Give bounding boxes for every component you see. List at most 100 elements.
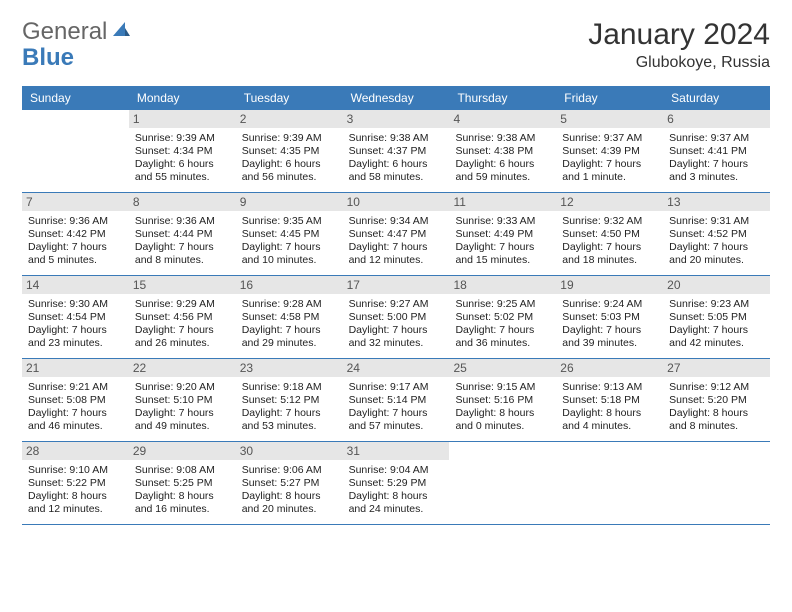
- sunrise-text: Sunrise: 9:38 AM: [349, 132, 444, 145]
- daylight-text: Daylight: 7 hours and 32 minutes.: [349, 324, 444, 350]
- dayhead-sun: Sunday: [22, 86, 129, 110]
- sunset-text: Sunset: 5:05 PM: [669, 311, 764, 324]
- day-cell: 24Sunrise: 9:17 AMSunset: 5:14 PMDayligh…: [343, 359, 450, 441]
- day-cell: 13Sunrise: 9:31 AMSunset: 4:52 PMDayligh…: [663, 193, 770, 275]
- sunset-text: Sunset: 5:00 PM: [349, 311, 444, 324]
- day-number: 21: [22, 359, 129, 377]
- dayhead-fri: Friday: [556, 86, 663, 110]
- daylight-text: Daylight: 6 hours and 59 minutes.: [455, 158, 550, 184]
- daylight-text: Daylight: 7 hours and 5 minutes.: [28, 241, 123, 267]
- day-cell: 4Sunrise: 9:38 AMSunset: 4:38 PMDaylight…: [449, 110, 556, 192]
- calendar: Sunday Monday Tuesday Wednesday Thursday…: [22, 86, 770, 525]
- sunrise-text: Sunrise: 9:08 AM: [135, 464, 230, 477]
- day-cell: 5Sunrise: 9:37 AMSunset: 4:39 PMDaylight…: [556, 110, 663, 192]
- day-cell: 16Sunrise: 9:28 AMSunset: 4:58 PMDayligh…: [236, 276, 343, 358]
- sunset-text: Sunset: 5:18 PM: [562, 394, 657, 407]
- sunset-text: Sunset: 4:35 PM: [242, 145, 337, 158]
- sunset-text: Sunset: 5:22 PM: [28, 477, 123, 490]
- week-row: 7Sunrise: 9:36 AMSunset: 4:42 PMDaylight…: [22, 193, 770, 276]
- day-cell: 18Sunrise: 9:25 AMSunset: 5:02 PMDayligh…: [449, 276, 556, 358]
- daylight-text: Daylight: 7 hours and 15 minutes.: [455, 241, 550, 267]
- day-cell: 28Sunrise: 9:10 AMSunset: 5:22 PMDayligh…: [22, 442, 129, 524]
- sunset-text: Sunset: 5:08 PM: [28, 394, 123, 407]
- day-cell: [556, 442, 663, 524]
- day-cell: 14 Sunrise: 9:30 AMSunset: 4:54 PMDayligh…: [22, 276, 129, 358]
- day-cell: 26Sunrise: 9:13 AMSunset: 5:18 PMDayligh…: [556, 359, 663, 441]
- day-number: 3: [343, 110, 450, 128]
- day-cell: 21Sunrise: 9:21 AMSunset: 5:08 PMDayligh…: [22, 359, 129, 441]
- daylight-text: Daylight: 7 hours and 49 minutes.: [135, 407, 230, 433]
- daylight-text: Daylight: 8 hours and 20 minutes.: [242, 490, 337, 516]
- sunset-text: Sunset: 4:50 PM: [562, 228, 657, 241]
- sunset-text: Sunset: 4:52 PM: [669, 228, 764, 241]
- day-number: 22: [129, 359, 236, 377]
- day-cell: 23Sunrise: 9:18 AMSunset: 5:12 PMDayligh…: [236, 359, 343, 441]
- day-number: 23: [236, 359, 343, 377]
- daylight-text: Daylight: 7 hours and 29 minutes.: [242, 324, 337, 350]
- sunset-text: Sunset: 5:20 PM: [669, 394, 764, 407]
- day-number: 10: [343, 193, 450, 211]
- day-header-row: Sunday Monday Tuesday Wednesday Thursday…: [22, 86, 770, 110]
- daylight-text: Daylight: 7 hours and 36 minutes.: [455, 324, 550, 350]
- daylight-text: Daylight: 8 hours and 4 minutes.: [562, 407, 657, 433]
- daylight-text: Daylight: 8 hours and 8 minutes.: [669, 407, 764, 433]
- daylight-text: Daylight: 8 hours and 24 minutes.: [349, 490, 444, 516]
- day-number: 1: [129, 110, 236, 128]
- sunrise-text: Sunrise: 9:30 AM: [28, 298, 123, 311]
- sunrise-text: Sunrise: 9:23 AM: [669, 298, 764, 311]
- sunrise-text: Sunrise: 9:39 AM: [135, 132, 230, 145]
- sunrise-text: Sunrise: 9:33 AM: [455, 215, 550, 228]
- sunset-text: Sunset: 5:25 PM: [135, 477, 230, 490]
- day-cell: 1Sunrise: 9:39 AMSunset: 4:34 PMDaylight…: [129, 110, 236, 192]
- daylight-text: Daylight: 7 hours and 53 minutes.: [242, 407, 337, 433]
- sunrise-text: Sunrise: 9:36 AM: [28, 215, 123, 228]
- sunset-text: Sunset: 4:44 PM: [135, 228, 230, 241]
- sunset-text: Sunset: 4:54 PM: [28, 311, 123, 324]
- daylight-text: Daylight: 7 hours and 10 minutes.: [242, 241, 337, 267]
- daylight-text: Daylight: 7 hours and 1 minute.: [562, 158, 657, 184]
- day-number: 15: [129, 276, 236, 294]
- day-number: 13: [663, 193, 770, 211]
- daylight-text: Daylight: 6 hours and 58 minutes.: [349, 158, 444, 184]
- day-cell: 27Sunrise: 9:12 AMSunset: 5:20 PMDayligh…: [663, 359, 770, 441]
- day-cell: [22, 110, 129, 192]
- sunrise-text: Sunrise: 9:38 AM: [455, 132, 550, 145]
- sunrise-text: Sunrise: 9:29 AM: [135, 298, 230, 311]
- day-number: 29: [129, 442, 236, 460]
- day-number: 8: [129, 193, 236, 211]
- daylight-text: Daylight: 8 hours and 16 minutes.: [135, 490, 230, 516]
- day-cell: 10Sunrise: 9:34 AMSunset: 4:47 PMDayligh…: [343, 193, 450, 275]
- day-cell: 2Sunrise: 9:39 AMSunset: 4:35 PMDaylight…: [236, 110, 343, 192]
- sunset-text: Sunset: 4:47 PM: [349, 228, 444, 241]
- daylight-text: Daylight: 7 hours and 23 minutes.: [28, 324, 123, 350]
- day-number: 28: [22, 442, 129, 460]
- day-cell: 8Sunrise: 9:36 AMSunset: 4:44 PMDaylight…: [129, 193, 236, 275]
- day-cell: 29 Sunrise: 9:08 AMSunset: 5:25 PMDayligh…: [129, 442, 236, 524]
- sunset-text: Sunset: 4:41 PM: [669, 145, 764, 158]
- sunset-text: Sunset: 5:14 PM: [349, 394, 444, 407]
- day-cell: 9Sunrise: 9:35 AMSunset: 4:45 PMDaylight…: [236, 193, 343, 275]
- week-row: 14Sunrise: 9:30 AMSunset: 4:54 PMDayligh…: [22, 276, 770, 359]
- dayhead-wed: Wednesday: [343, 86, 450, 110]
- sunrise-text: Sunrise: 9:39 AM: [242, 132, 337, 145]
- day-cell: 31Sunrise: 9:04 AMSunset: 5:29 PMDayligh…: [343, 442, 450, 524]
- sunrise-text: Sunrise: 9:20 AM: [135, 381, 230, 394]
- daylight-text: Daylight: 6 hours and 56 minutes.: [242, 158, 337, 184]
- sunset-text: Sunset: 4:34 PM: [135, 145, 230, 158]
- sunrise-text: Sunrise: 9:10 AM: [28, 464, 123, 477]
- day-cell: 30Sunrise: 9:06 AMSunset: 5:27 PMDayligh…: [236, 442, 343, 524]
- day-cell: 11Sunrise: 9:33 AMSunset: 4:49 PMDayligh…: [449, 193, 556, 275]
- sunset-text: Sunset: 4:38 PM: [455, 145, 550, 158]
- day-number: 6: [663, 110, 770, 128]
- week-row: 1Sunrise: 9:39 AMSunset: 4:34 PMDaylight…: [22, 110, 770, 193]
- day-cell: 6Sunrise: 9:37 AMSunset: 4:41 PMDaylight…: [663, 110, 770, 192]
- day-number: 14: [22, 276, 129, 294]
- day-cell: 25Sunrise: 9:15 AMSunset: 5:16 PMDayligh…: [449, 359, 556, 441]
- day-cell: 19Sunrise: 9:24 AMSunset: 5:03 PMDayligh…: [556, 276, 663, 358]
- daylight-text: Daylight: 7 hours and 57 minutes.: [349, 407, 444, 433]
- sunset-text: Sunset: 5:16 PM: [455, 394, 550, 407]
- sunrise-text: Sunrise: 9:24 AM: [562, 298, 657, 311]
- week-row: 21Sunrise: 9:21 AMSunset: 5:08 PMDayligh…: [22, 359, 770, 442]
- day-number: 31: [343, 442, 450, 460]
- sunrise-text: Sunrise: 9:12 AM: [669, 381, 764, 394]
